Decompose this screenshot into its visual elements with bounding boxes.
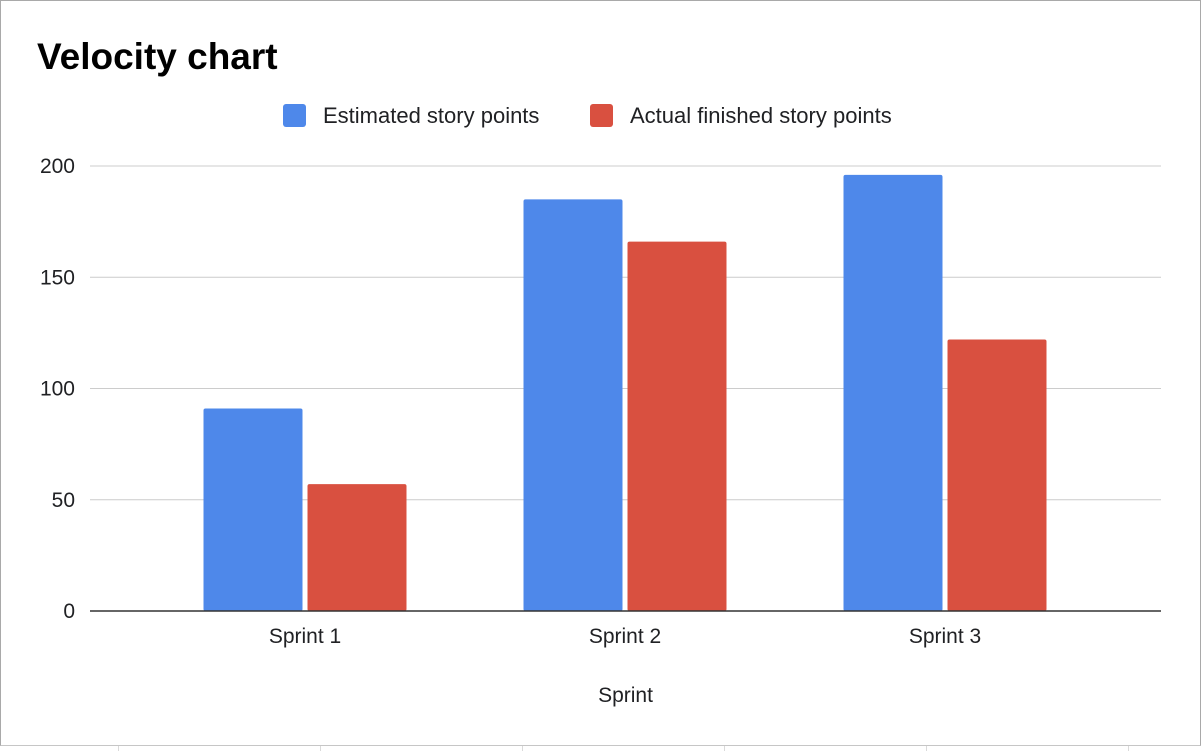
- legend-swatch-actual: [590, 104, 613, 127]
- x-axis-ticks: Sprint 1 Sprint 2 Sprint 3: [269, 625, 981, 648]
- bar-estimated-3[interactable]: [843, 174, 943, 611]
- x-axis-title: Sprint: [598, 684, 653, 707]
- legend-swatch-estimated: [283, 104, 306, 127]
- bar-estimated-2[interactable]: [523, 199, 623, 611]
- x-tick-label: Sprint 2: [589, 625, 661, 648]
- x-tick-label: Sprint 1: [269, 625, 341, 648]
- bar-actual-2[interactable]: [627, 241, 727, 611]
- bar-actual-3[interactable]: [947, 339, 1047, 611]
- x-tick-label: Sprint 3: [909, 625, 981, 648]
- y-tick-label: 150: [40, 266, 75, 289]
- bar-series: [203, 174, 1047, 611]
- bar-actual-1[interactable]: [307, 484, 407, 611]
- column-divider: [118, 746, 119, 751]
- legend-label-estimated: Estimated story points: [323, 103, 540, 128]
- bar-estimated-1[interactable]: [203, 408, 303, 611]
- y-tick-label: 100: [40, 378, 75, 401]
- column-divider: [522, 746, 523, 751]
- column-divider: [320, 746, 321, 751]
- column-divider: [926, 746, 927, 751]
- column-divider: [724, 746, 725, 751]
- legend-label-actual: Actual finished story points: [630, 103, 892, 128]
- chart-title: Velocity chart: [37, 36, 278, 77]
- sheet-column-strip: [0, 746, 1201, 751]
- y-tick-label: 50: [52, 489, 75, 512]
- y-tick-label: 0: [63, 600, 75, 623]
- y-axis-ticks: 0 50 100 150 200: [40, 155, 75, 623]
- y-tick-label: 200: [40, 155, 75, 178]
- column-divider: [1128, 746, 1129, 751]
